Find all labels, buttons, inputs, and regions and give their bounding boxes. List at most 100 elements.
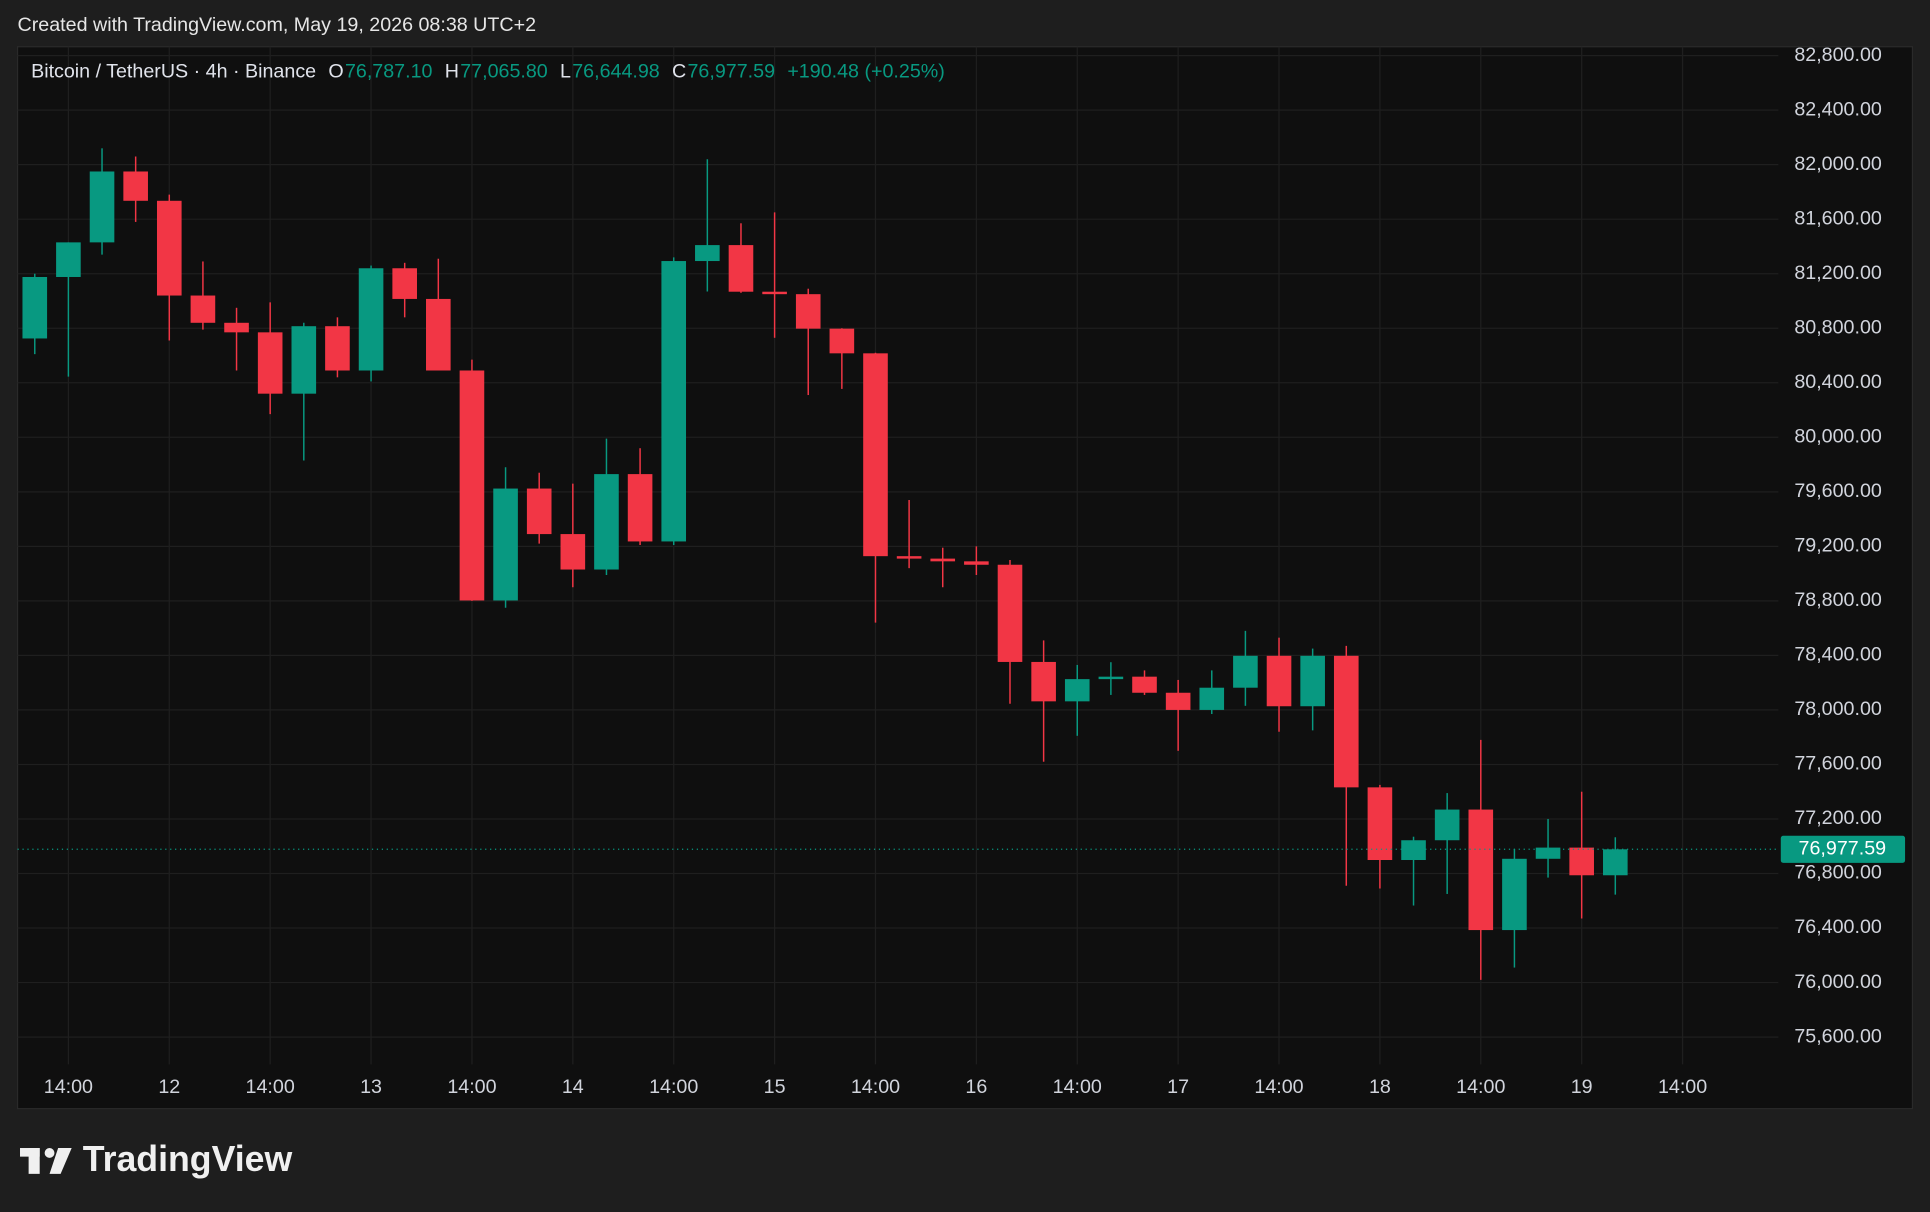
candle-body — [829, 328, 855, 354]
candle-body — [392, 268, 417, 299]
legend-key: O — [328, 61, 343, 83]
candle-body — [190, 295, 216, 323]
candle-body — [493, 488, 518, 601]
candle-body — [1333, 655, 1359, 788]
y-tick-label: 81,600.00 — [1794, 207, 1882, 229]
logo-part — [49, 1148, 72, 1174]
x-tick-label: 14:00 — [1053, 1076, 1102, 1098]
candle-body — [1300, 655, 1325, 707]
x-tick-label: 14:00 — [447, 1076, 496, 1098]
x-tick-label: 18 — [1369, 1076, 1391, 1098]
candle-body — [459, 370, 485, 601]
candle-body — [1401, 840, 1426, 861]
candle-body — [1603, 849, 1628, 876]
candle-body — [1199, 687, 1225, 710]
candle-body — [358, 268, 384, 371]
x-tick-label: 16 — [965, 1076, 987, 1098]
y-tick-label: 80,000.00 — [1794, 426, 1882, 448]
candle-body — [695, 245, 720, 262]
y-tick-label: 75,600.00 — [1794, 1025, 1882, 1047]
y-tick-label: 81,200.00 — [1794, 262, 1882, 284]
y-tick-label: 76,400.00 — [1794, 916, 1882, 938]
last-price-tag — [1780, 835, 1906, 863]
candle-body — [123, 171, 148, 201]
legend-change: +190.48 (+0.25%) — [787, 61, 945, 83]
legend-value: 76,644.98 — [572, 61, 660, 83]
legend-value: 76,977.59 — [688, 61, 776, 83]
y-tick-label: 76,000.00 — [1794, 971, 1882, 993]
y-tick-label: 79,600.00 — [1794, 480, 1882, 502]
candle-body — [1098, 676, 1124, 680]
x-tick-label: 14:00 — [1658, 1076, 1707, 1098]
candle-body — [1031, 661, 1056, 702]
y-tick-label: 78,800.00 — [1794, 589, 1882, 611]
candle-body — [627, 474, 653, 542]
candle-body — [1165, 692, 1191, 710]
legend: Bitcoin / TetherUS · 4h · Binance O76,787… — [31, 61, 945, 83]
candle-body — [964, 561, 989, 565]
x-tick-label: 14:00 — [246, 1076, 295, 1098]
legend-value: 77,065.80 — [460, 61, 548, 83]
candle-body — [896, 556, 922, 559]
x-tick-label: 12 — [158, 1076, 180, 1098]
legend-title: Bitcoin / TetherUS · 4h · Binance — [31, 61, 316, 83]
candle-body — [1502, 858, 1527, 931]
logo-part — [44, 1148, 55, 1158]
candle-body — [1569, 847, 1594, 876]
legend-value: 76,787.10 — [345, 61, 433, 83]
candles — [17, 148, 1779, 980]
chart-panel — [16, 46, 1914, 1110]
y-tick-label: 76,800.00 — [1794, 862, 1882, 884]
legend-key: C — [672, 61, 686, 83]
candle-body — [594, 474, 619, 570]
candle-body — [795, 294, 821, 329]
x-tick-label: 14 — [562, 1076, 584, 1098]
candle-body — [426, 298, 451, 371]
y-tick-label: 78,400.00 — [1794, 644, 1882, 666]
legend-key: H — [445, 61, 459, 83]
last-price-label: 76,977.59 — [1799, 837, 1887, 859]
candle-body — [1064, 679, 1090, 702]
x-tick-label: 14:00 — [649, 1076, 698, 1098]
candle-body — [325, 326, 350, 371]
x-tick-label: 14:00 — [1254, 1076, 1303, 1098]
candle-body — [526, 488, 552, 535]
x-tick-label: 17 — [1167, 1076, 1189, 1098]
candle-body — [930, 558, 956, 562]
x-tick-label: 14:00 — [851, 1076, 900, 1098]
y-tick-label: 78,000.00 — [1794, 698, 1882, 720]
candle-body — [56, 242, 81, 277]
candle-body — [257, 332, 283, 394]
y-tick-label: 77,200.00 — [1794, 807, 1882, 829]
candle-body — [1367, 787, 1393, 861]
labels: Bitcoin / TetherUS · 4h · Binance O76,787… — [31, 44, 1906, 1098]
y-tick-label: 82,800.00 — [1794, 44, 1882, 66]
candle-body — [1535, 847, 1561, 859]
candle-body — [1266, 655, 1292, 707]
x-tick-label: 15 — [764, 1076, 786, 1098]
caption: Created with TradingView.com, May 19, 20… — [18, 14, 537, 36]
logo-part — [28, 1148, 40, 1174]
y-tick-label: 82,400.00 — [1794, 98, 1882, 120]
candle-body — [1132, 676, 1157, 693]
y-tick-label: 79,200.00 — [1794, 535, 1882, 557]
brand-logo — [20, 1148, 72, 1174]
candle-body — [22, 276, 48, 339]
candle-body — [863, 353, 888, 557]
candle-body — [1434, 809, 1460, 841]
candle-body — [997, 564, 1023, 662]
candle-body — [560, 534, 586, 570]
candle-body — [762, 291, 787, 295]
legend-key: L — [560, 61, 571, 83]
brand: TradingView — [83, 1139, 293, 1179]
candle-body — [1233, 655, 1258, 688]
candle-body — [661, 261, 687, 542]
y-tick-label: 82,000.00 — [1794, 153, 1882, 175]
y-tick-label: 80,800.00 — [1794, 316, 1882, 338]
candle-body — [224, 322, 249, 333]
candle-body — [728, 245, 754, 292]
candle-body — [89, 171, 115, 243]
candle-body — [1468, 809, 1494, 931]
